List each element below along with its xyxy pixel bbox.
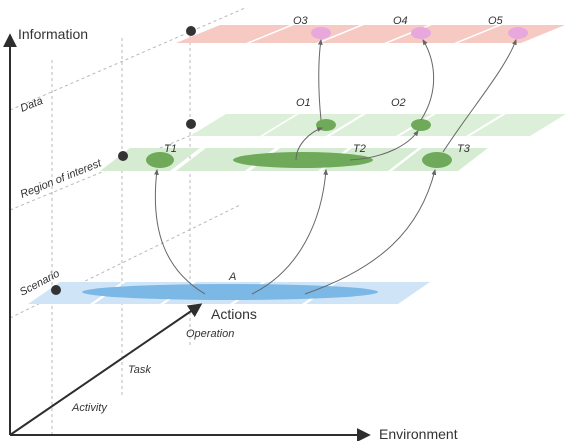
node-label-a: A xyxy=(228,271,236,283)
scenario-ellipse-a xyxy=(82,284,378,300)
dot-roi xyxy=(118,151,128,161)
roi-ellipse-t1 xyxy=(146,152,174,168)
information-plane xyxy=(176,25,565,43)
dot-information xyxy=(186,26,196,36)
node-label-t2: T2 xyxy=(353,143,366,155)
label-operation: Operation xyxy=(186,328,234,340)
info-ellipse-o4 xyxy=(411,27,431,39)
level-label-data: Data xyxy=(19,95,45,115)
node-label-o3: O3 xyxy=(293,15,309,27)
node-label-t1: T1 xyxy=(164,143,177,155)
node-label-o2: O2 xyxy=(391,97,406,109)
label-task: Task xyxy=(128,364,151,376)
dot-data xyxy=(186,119,196,129)
axis-label-environment: Environment xyxy=(379,426,458,441)
node-label-o4: O4 xyxy=(393,15,408,27)
axis-label-actions: Actions xyxy=(211,306,257,322)
node-label-t3: T3 xyxy=(457,143,471,155)
dot-scenario xyxy=(51,285,61,295)
diagonal-axis xyxy=(9,303,203,436)
axis-label-information: Information xyxy=(18,26,88,42)
axes xyxy=(2,33,371,441)
node-label-o5: O5 xyxy=(488,15,504,27)
node-label-o1: O1 xyxy=(296,97,311,109)
level-label-roi: Region of interest xyxy=(19,157,104,201)
label-activity: Activity xyxy=(71,402,108,414)
connection-arrows xyxy=(154,38,517,295)
roi-ellipse-t2 xyxy=(233,152,373,168)
data-ellipse-o2 xyxy=(411,119,431,131)
info-ellipse-o3 xyxy=(311,27,331,39)
info-ellipse-o5 xyxy=(508,27,528,39)
roi-ellipse-t3 xyxy=(422,152,452,168)
data-plane xyxy=(190,114,566,136)
